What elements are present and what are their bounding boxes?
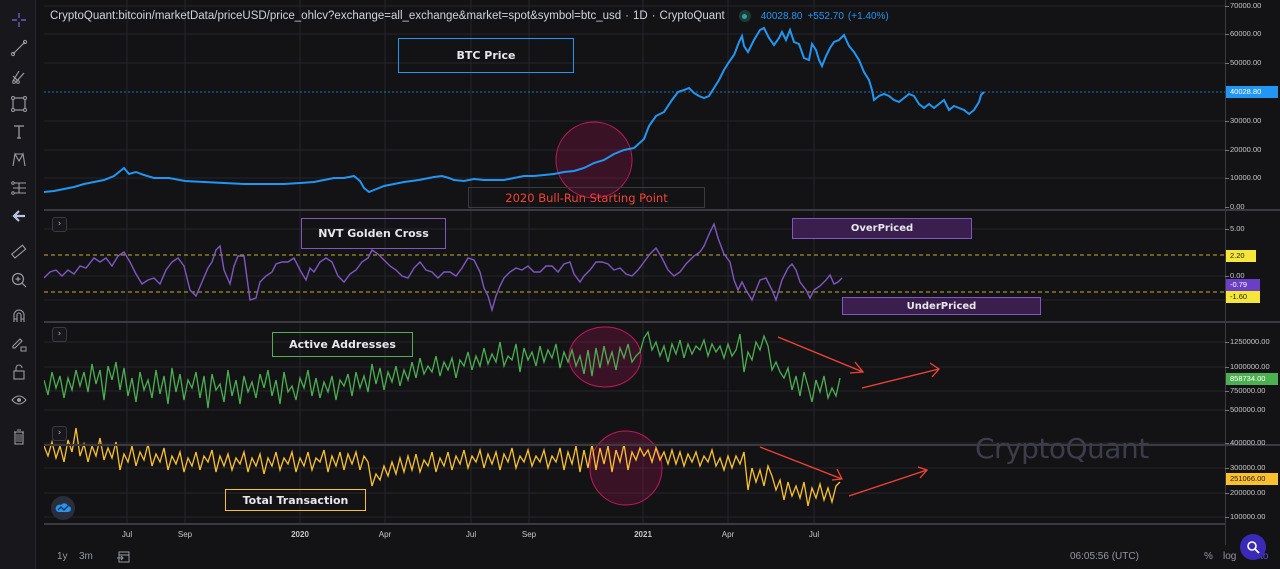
time-axis[interactable]: Jul Sep 2020 Apr Jul Sep 2021 Apr Jul xyxy=(44,523,1225,545)
zoom-in-icon[interactable] xyxy=(9,270,29,290)
nvt-line xyxy=(44,222,843,313)
aa-tick: 750000.00 xyxy=(1224,386,1266,395)
aa-tick: 500000.00 xyxy=(1224,405,1266,414)
calendar-goto-icon xyxy=(117,551,130,563)
active-addresses-line xyxy=(44,330,841,409)
chart-area[interactable]: BTC Price 2020 Bull-Run Starting Point N… xyxy=(44,0,1225,523)
price-tick: 30000.00 xyxy=(1224,116,1262,125)
time-label: Jul xyxy=(121,530,133,539)
time-label: Jul xyxy=(465,530,477,539)
price-tick: 10000.00 xyxy=(1224,173,1262,182)
aa-tick: 1000000.00 xyxy=(1225,362,1270,371)
arrow-back-icon[interactable] xyxy=(9,206,29,226)
aa-down-arrow xyxy=(777,336,865,374)
price-tick: 0.00 xyxy=(1225,202,1245,211)
eye-icon[interactable] xyxy=(9,390,29,410)
nvt-pane-collapse-button[interactable]: › xyxy=(52,217,67,232)
btc-price-label[interactable]: BTC Price xyxy=(398,38,574,73)
rectangle-icon[interactable] xyxy=(9,94,29,114)
text-icon[interactable] xyxy=(9,122,29,142)
aa-up-arrow xyxy=(861,362,940,389)
aa-pane-collapse-button[interactable]: › xyxy=(52,327,67,342)
bottom-bar: 1y 3m 06:05:56 (UTC) % log auto xyxy=(36,545,1280,569)
legend-change: +552.70 xyxy=(807,10,844,22)
goto-date-button[interactable] xyxy=(117,550,130,566)
range-1y-button[interactable]: 1y xyxy=(57,551,68,562)
cloud-icon xyxy=(55,503,71,512)
nvt-current-badge: -0.79 xyxy=(1226,279,1260,291)
last-price-badge: 40028.80 xyxy=(1226,86,1278,98)
time-label: Sep xyxy=(177,530,193,539)
lock-drawing-icon[interactable] xyxy=(9,334,29,354)
range-3m-button[interactable]: 3m xyxy=(79,551,93,562)
trend-arrows xyxy=(759,336,940,497)
active-addresses-label[interactable]: Active Addresses xyxy=(272,332,413,357)
tx-current-badge: 251066.00 xyxy=(1226,473,1278,485)
time-label: Sep xyxy=(521,530,537,539)
tx-down-arrow xyxy=(759,446,844,481)
pane-separator[interactable] xyxy=(44,321,1280,323)
pane-separator[interactable] xyxy=(44,444,1280,446)
nvt-lower-badge: -1.60 xyxy=(1226,291,1260,303)
time-label: Apr xyxy=(721,530,735,539)
unlock-icon[interactable] xyxy=(9,362,29,382)
nvt-tick: 0.00 xyxy=(1225,271,1245,280)
price-axis[interactable]: 70000.00 60000.00 50000.00 30000.00 2000… xyxy=(1224,0,1280,545)
legend-interval: 1D xyxy=(633,10,648,22)
trend-line-icon[interactable] xyxy=(9,38,29,58)
btc-price-line xyxy=(44,26,985,194)
transactions-highlight-circle xyxy=(589,430,663,506)
nvt-golden-cross-label[interactable]: NVT Golden Cross xyxy=(301,218,446,249)
underpriced-label[interactable]: UnderPriced xyxy=(842,297,1041,315)
total-transaction-label[interactable]: Total Transaction xyxy=(225,489,366,511)
bull-run-highlight-circle xyxy=(555,121,633,199)
time-label: 2021 xyxy=(634,530,652,539)
legend-source: CryptoQuant xyxy=(659,10,725,22)
ruler-icon[interactable] xyxy=(9,242,29,262)
time-label: 2020 xyxy=(291,530,309,539)
utc-clock[interactable]: 06:05:56 (UTC) xyxy=(1070,551,1139,562)
tx-tick: 300000.00 xyxy=(1224,463,1266,472)
total-transaction-line xyxy=(44,427,841,507)
floating-search-button[interactable] xyxy=(1240,534,1266,560)
crosshair-icon[interactable] xyxy=(9,10,29,30)
cryptoquant-watermark: CryptoQuant xyxy=(975,432,1149,465)
legend-change-pct: (+1.40%) xyxy=(847,10,889,22)
legend-last-price: 40028.80 xyxy=(760,10,803,22)
percent-scale-toggle[interactable]: % xyxy=(1204,551,1213,562)
price-tick: 20000.00 xyxy=(1224,145,1262,154)
series-legend: CryptoQuant:bitcoin/marketData/priceUSD/… xyxy=(50,10,889,22)
nvt-tick: 5.00 xyxy=(1225,224,1245,233)
price-tick: 50000.00 xyxy=(1224,58,1262,67)
cloud-save-button[interactable] xyxy=(51,496,75,520)
trash-icon[interactable] xyxy=(9,427,29,447)
tx-tick: 200000.00 xyxy=(1224,488,1266,497)
tx-pane-collapse-button[interactable]: › xyxy=(52,426,67,441)
legend-symbol[interactable]: CryptoQuant:bitcoin/marketData/priceUSD/… xyxy=(50,10,622,22)
aa-current-badge: 858734.00 xyxy=(1226,373,1278,385)
price-tick: 60000.00 xyxy=(1224,29,1262,38)
nvt-upper-badge: 2.20 xyxy=(1226,250,1256,262)
tx-up-arrow xyxy=(848,466,929,497)
chart-canvas[interactable] xyxy=(44,0,1225,523)
tx-tick: 400000.00 xyxy=(1224,438,1266,447)
magnifier-icon xyxy=(1247,541,1260,554)
price-tick: 70000.00 xyxy=(1224,1,1262,10)
pattern-icon[interactable] xyxy=(9,150,29,170)
market-status-icon xyxy=(738,10,751,22)
overpriced-label[interactable]: OverPriced xyxy=(792,218,972,239)
time-label: Apr xyxy=(378,530,392,539)
pitchfork-icon[interactable] xyxy=(9,66,29,86)
time-label: Jul xyxy=(808,530,820,539)
magnet-icon[interactable] xyxy=(9,306,29,326)
tx-tick: 100000.00 xyxy=(1224,512,1266,521)
drawing-toolbar xyxy=(0,0,36,569)
pane-separator[interactable] xyxy=(44,209,1280,211)
fib-retracement-icon[interactable] xyxy=(9,178,29,198)
log-scale-toggle[interactable]: log xyxy=(1223,551,1237,562)
bull-run-label[interactable]: 2020 Bull-Run Starting Point xyxy=(468,187,705,208)
aa-tick: 1250000.00 xyxy=(1225,337,1270,346)
